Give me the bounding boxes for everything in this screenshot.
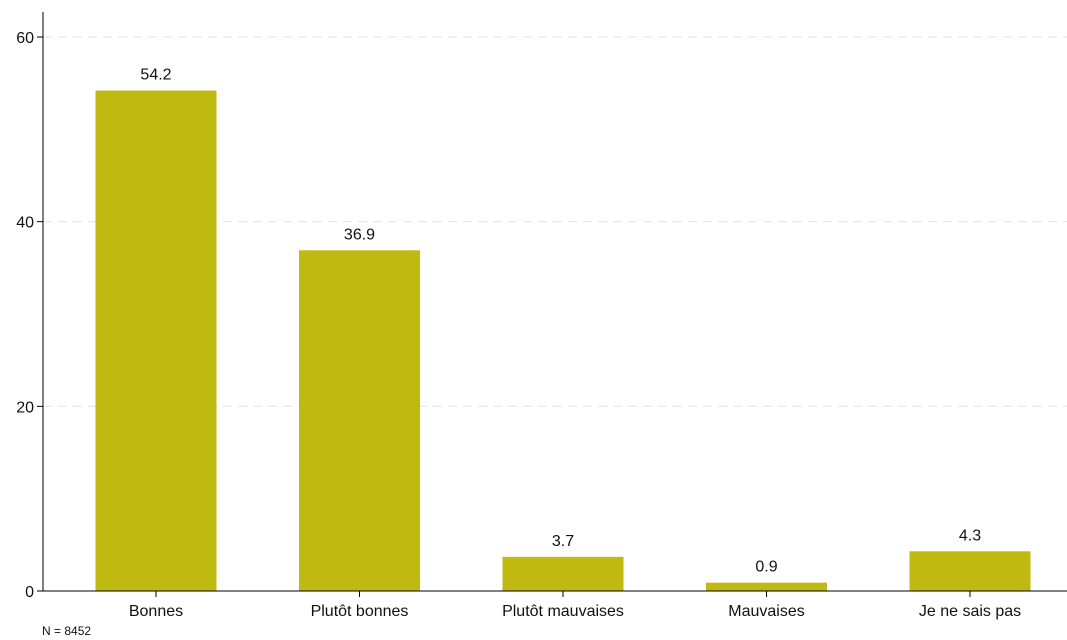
y-tick-label: 60 xyxy=(16,30,34,47)
axes xyxy=(37,12,1067,597)
bar xyxy=(299,250,420,592)
bar xyxy=(909,551,1031,591)
bar xyxy=(95,90,217,591)
sample-size-note: N = 8452 xyxy=(42,624,92,638)
data-label: 3.7 xyxy=(552,533,574,550)
data-label: 0.9 xyxy=(755,559,777,576)
y-tick-label: 0 xyxy=(25,584,34,601)
data-label: 36.9 xyxy=(344,226,375,243)
category-label: Plutôt mauvaises xyxy=(502,603,624,620)
data-label: 4.3 xyxy=(959,527,981,544)
category-label: Mauvaises xyxy=(728,603,804,620)
category-label: Bonnes xyxy=(129,603,183,620)
bars xyxy=(95,90,1031,592)
data-label: 54.2 xyxy=(140,67,171,84)
y-tick-label: 20 xyxy=(16,399,34,416)
y-tick-label: 40 xyxy=(16,215,34,232)
bar xyxy=(502,556,624,591)
bar xyxy=(706,582,827,591)
category-label: Je ne sais pas xyxy=(919,603,1021,620)
labels: 0 20 40 60 54.2 Bonnes 36.9 Plutôt bonnes 3.7 Plu… xyxy=(16,30,1021,620)
category-label: Plutôt bonnes xyxy=(311,603,409,620)
